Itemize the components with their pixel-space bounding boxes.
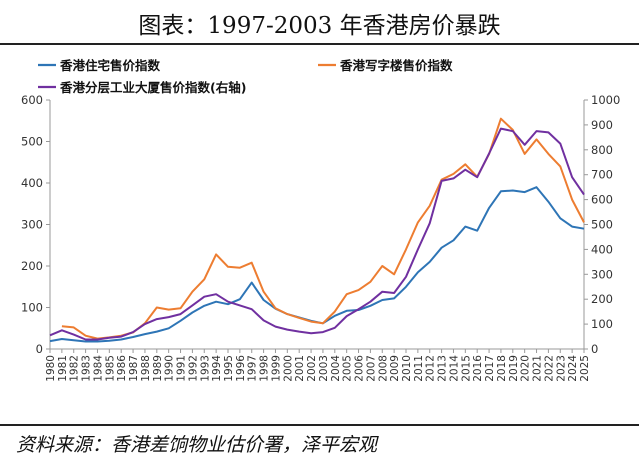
x-tick-label: 2001 xyxy=(294,355,306,382)
chart-axes: 0 100 200 300 400 500 600 0 100 200 300 400 500 600 70… xyxy=(21,93,620,382)
legend-label-1: 香港住宅售价指数 xyxy=(59,58,161,73)
x-tick-label: 2017 xyxy=(484,355,496,382)
x-tick-label: 1999 xyxy=(270,355,282,382)
x-tick-label: 2000 xyxy=(282,355,294,382)
y-left-tick-label: 600 xyxy=(21,93,43,107)
y-right-tick-label: 900 xyxy=(591,118,613,132)
y-left-tick-label: 500 xyxy=(21,135,43,149)
x-tick-label: 2004 xyxy=(330,355,342,382)
x-tick-label: 1980 xyxy=(45,355,57,382)
y-right-tick-label: 700 xyxy=(591,168,613,182)
legend-label-2: 香港写字楼售价指数 xyxy=(339,58,453,73)
x-tick-label: 1992 xyxy=(187,355,199,382)
x-tick-label: 1982 xyxy=(69,355,81,382)
source-rule xyxy=(0,424,639,426)
series-line-1 xyxy=(49,186,585,343)
source-note: 资料来源：香港差饷物业估价署，泽平宏观 xyxy=(16,434,378,456)
y-right-tick-label: 300 xyxy=(591,267,613,281)
y-right-tick-label: 600 xyxy=(591,193,613,207)
y-right-tick-label: 500 xyxy=(591,218,613,232)
y-left-tick-label: 400 xyxy=(21,176,43,190)
x-tick-label: 1988 xyxy=(140,355,152,382)
y-right-tick-label: 400 xyxy=(591,242,613,256)
x-tick-label: 2003 xyxy=(318,355,330,382)
x-tick-label: 1996 xyxy=(235,355,247,382)
x-tick-label: 2002 xyxy=(306,355,318,382)
x-tick-label: 2014 xyxy=(448,355,460,382)
y-left-tick-label: 200 xyxy=(21,259,43,273)
series-line-3 xyxy=(49,127,585,341)
x-tick-label: 2007 xyxy=(365,355,377,382)
title-rule xyxy=(0,43,639,45)
y-right-tick-label: 800 xyxy=(591,143,613,157)
x-tick-label: 1984 xyxy=(92,355,104,382)
y-right-tick-label: 0 xyxy=(591,342,598,356)
x-tick-label: 2008 xyxy=(377,355,389,382)
x-tick-label: 2012 xyxy=(425,355,437,382)
x-tick-label: 2024 xyxy=(567,355,579,382)
series-line-2 xyxy=(61,117,585,340)
x-tick-label: 1997 xyxy=(247,355,259,382)
x-tick-label: 1994 xyxy=(211,355,223,382)
y-left-tick-label: 300 xyxy=(21,218,43,232)
y-right-tick-label: 100 xyxy=(591,317,613,331)
x-tick-label: 2018 xyxy=(496,355,508,382)
x-tick-label: 2019 xyxy=(508,355,520,382)
x-tick-label: 2010 xyxy=(401,355,413,382)
y-left-tick-label: 0 xyxy=(36,342,43,356)
x-tick-label: 2011 xyxy=(413,355,425,382)
x-tick-label: 1981 xyxy=(57,355,69,382)
x-tick-label: 2006 xyxy=(354,355,366,382)
x-tick-label: 1986 xyxy=(116,355,128,382)
x-tick-label: 2021 xyxy=(532,355,544,382)
x-tick-label: 1989 xyxy=(152,355,164,382)
x-tick-label: 2022 xyxy=(543,355,555,382)
chart-lines xyxy=(49,117,585,343)
x-tick-label: 1990 xyxy=(164,355,176,382)
x-tick-label: 1983 xyxy=(81,355,93,382)
y-right-tick-label: 1000 xyxy=(591,93,620,107)
x-tick-label: 2020 xyxy=(520,355,532,382)
x-tick-label: 1995 xyxy=(223,355,235,382)
x-tick-label: 1987 xyxy=(128,355,140,382)
x-tick-label: 2016 xyxy=(472,355,484,382)
x-tick-label: 2009 xyxy=(389,355,401,382)
x-tick-label: 2023 xyxy=(555,355,567,382)
page-title: 图表：1997-2003 年香港房价暴跌 xyxy=(138,13,501,39)
y-right-tick-label: 200 xyxy=(591,292,613,306)
x-tick-label: 1985 xyxy=(104,355,116,382)
legend-label-3: 香港分层工业大厦售价指数(右轴) xyxy=(59,80,246,95)
x-tick-label: 1998 xyxy=(259,355,271,382)
x-tick-label: 2005 xyxy=(342,355,354,382)
x-tick-label: 2025 xyxy=(579,355,591,382)
x-tick-label: 1991 xyxy=(176,355,188,382)
x-tick-label: 2015 xyxy=(460,355,472,382)
x-tick-label: 2013 xyxy=(437,355,449,382)
y-left-tick-label: 100 xyxy=(21,301,43,315)
x-tick-label: 1993 xyxy=(199,355,211,382)
